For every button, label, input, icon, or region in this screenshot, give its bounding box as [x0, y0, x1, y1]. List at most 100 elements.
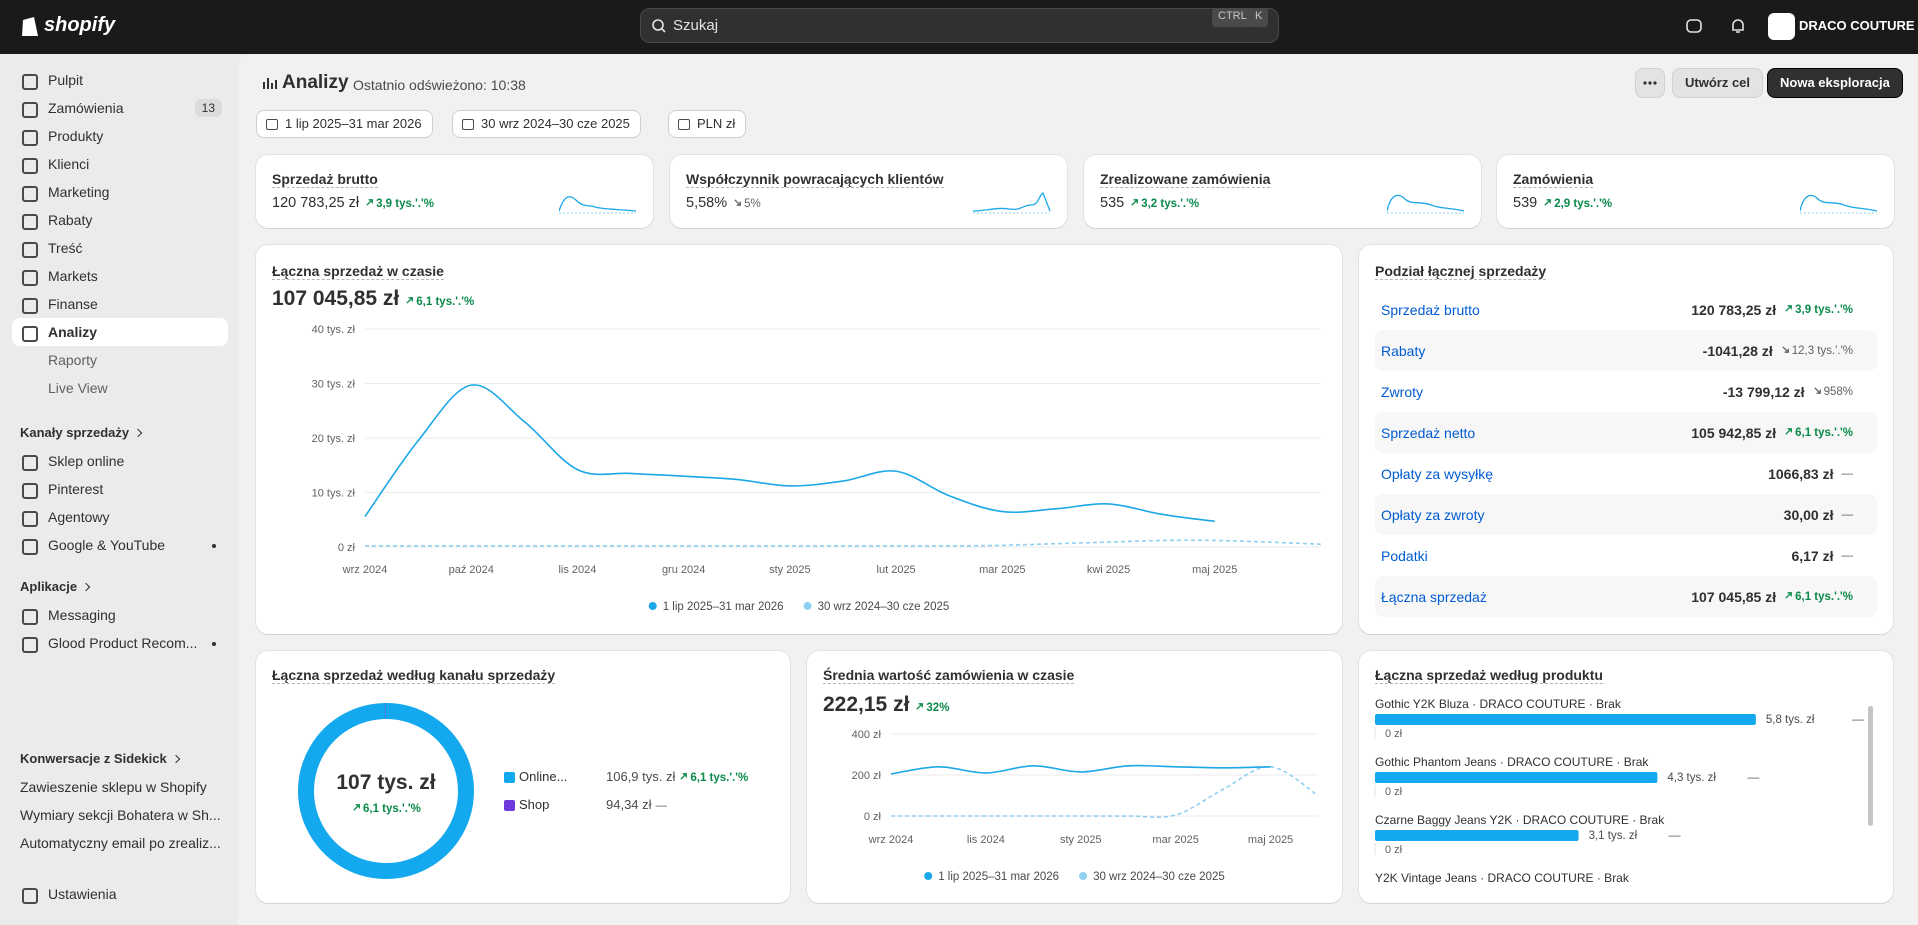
nav-item[interactable]: Markets [12, 262, 228, 290]
breakdown-label[interactable]: Opłaty za zwroty [1381, 506, 1485, 523]
chart-title: Łączna sprzedaż w czasie [272, 263, 444, 280]
donut-segment [298, 703, 474, 879]
nav-item[interactable]: Zamówienia 13 [12, 94, 228, 122]
legend-marker [1079, 872, 1088, 880]
legend-value-row: 94,34 zł — [606, 797, 667, 812]
channel-item[interactable]: Agentowy [12, 503, 228, 531]
breakdown-label[interactable]: Sprzedaż netto [1381, 424, 1476, 441]
arrow-path [1785, 591, 1792, 599]
channel-item[interactable]: Pinterest [12, 475, 228, 503]
sparkline [1800, 194, 1878, 214]
arrow-path [1782, 345, 1789, 353]
channel-item[interactable]: Sklep online [12, 447, 228, 475]
bar [1375, 772, 1658, 783]
breakdown-row: Opłaty za wysyłkę 1066,83 zł — [1375, 453, 1877, 494]
x-tick-label: maj 2025 [1192, 564, 1237, 576]
nav-item[interactable]: Klienci [12, 150, 228, 178]
channel-item[interactable]: Google & YouTube [12, 531, 228, 559]
x-tick-label: sty 2025 [769, 564, 811, 576]
change-text: — [1841, 467, 1854, 480]
more-button[interactable] [1635, 68, 1665, 98]
sub-item[interactable]: Live View [48, 380, 108, 396]
change: 3,9 tys.'.'% [1784, 304, 1853, 316]
nav-item[interactable]: Treść [12, 234, 228, 262]
sidekick-item[interactable]: Wymiary sekcji Bohatera w Sh... [20, 807, 221, 823]
analytics-icon [263, 78, 277, 89]
nav-item[interactable]: Produkty [12, 122, 228, 150]
create-goal-button[interactable]: Utwórz cel [1672, 68, 1764, 98]
chart: 0 zł 10 tys. zł 20 tys. zł 30 tys. zł 40 tys… [312, 324, 1322, 613]
chart-total: 222,15 zł [823, 693, 910, 716]
chart-total: 107 045,85 zł [272, 287, 400, 310]
channel-chart-card: Łączna sprzedaż według kanału sprzedaży 1… [256, 651, 790, 903]
sidekick-icon[interactable] [1685, 17, 1703, 35]
change: — [1669, 828, 1681, 842]
x-tick-label: mar 2025 [979, 564, 1025, 576]
change-text: 32% [926, 702, 950, 714]
chart-total-row: 222,15 zł 32% [823, 693, 949, 717]
breakdown-row: Sprzedaż brutto 120 783,25 zł 3,9 tys.'.'% [1375, 289, 1877, 330]
store-avatar[interactable] [1768, 13, 1795, 40]
app-item[interactable]: Glood Product Recom... [12, 629, 228, 657]
sidekick-item[interactable]: Automatyczny email po zrealiz... [20, 835, 221, 851]
change-text: 6,1 tys.'.'% [416, 296, 475, 308]
nav-item[interactable]: Rabaty [12, 206, 228, 234]
nav-item[interactable]: Marketing [12, 178, 228, 206]
breakdown-value: -13 799,12 zł [1722, 383, 1805, 400]
breakdown-row: Sprzedaż netto 105 942,85 zł 6,1 tys.'.'% [1375, 412, 1877, 453]
arrow-path [1785, 427, 1792, 435]
breakdown-label[interactable]: Łączna sprzedaż [1381, 588, 1487, 605]
trend-arrow [1813, 386, 1821, 394]
kpi-value: 5,58% [686, 195, 728, 211]
x-tick-label: lut 2025 [877, 564, 916, 576]
breakdown-label[interactable]: Rabaty [1381, 342, 1426, 359]
kpi-row: 539 2,9 tys.'.'% [1513, 195, 1612, 211]
search[interactable]: Szukaj [640, 8, 1279, 43]
chart-title: Średnia wartość zamówienia w czasie [823, 667, 1075, 684]
compare-filter[interactable]: 30 wrz 2024–30 cze 2025 [452, 110, 641, 138]
trend-arrow [734, 199, 741, 206]
sub-item[interactable]: Raporty [48, 352, 98, 368]
change: 3,2 tys.'.'% [1130, 198, 1199, 210]
breakdown-value: 107 045,85 zł [1691, 588, 1777, 605]
change-text: — [1841, 549, 1854, 562]
nav-item[interactable]: Analizy [12, 318, 228, 346]
x-tick-label: maj 2025 [1248, 834, 1293, 846]
change: — [656, 800, 668, 812]
bar-label: 4,3 tys. zł [1667, 772, 1716, 784]
store-name[interactable]: DRACO COUTURE [1799, 18, 1915, 33]
legend-label: 30 wrz 2024–30 cze 2025 [1093, 871, 1225, 883]
nav-item[interactable]: Pulpit [12, 66, 228, 94]
change-text: — [655, 800, 668, 812]
change: 12,3 tys.'.'% [1781, 345, 1853, 357]
breakdown-label[interactable]: Opłaty za wysyłkę [1381, 465, 1494, 482]
y-tick-label: 30 tys. zł [312, 379, 356, 391]
legend-value-row: 106,9 tys. zł 6,1 tys.'.'% [606, 769, 748, 784]
new-exploration-button[interactable]: Nowa eksploracja [1767, 68, 1903, 98]
bars: 5,8 tys. zł — 0 zł 4,3 tys. zł — 0 zł 3,1 tys.… [1374, 706, 1873, 856]
kpi-row: 535 3,2 tys.'.'% [1100, 195, 1199, 211]
breakdown-label[interactable]: Podatki [1381, 547, 1428, 564]
breakdown-label[interactable]: Sprzedaż brutto [1381, 301, 1480, 318]
nav-item[interactable]: Finanse [12, 290, 228, 318]
search-placeholder: Szukaj [673, 17, 719, 34]
legend-marker [924, 872, 933, 880]
app-item[interactable]: Messaging [12, 601, 228, 629]
change-text: 6,1 tys.'.'% [1795, 426, 1853, 439]
series-line [364, 539, 1322, 547]
settings[interactable]: Ustawienia [12, 880, 228, 908]
section-text: Aplikacje [20, 579, 78, 594]
more-icon [1643, 81, 1657, 85]
breakdown-value: -1041,28 zł [1702, 342, 1773, 359]
sidekick-item[interactable]: Zawieszenie sklepu w Shopify [20, 779, 207, 795]
product-name: Y2K Vintage Jeans · DRACO COUTURE · Brak [1375, 871, 1629, 885]
search-icon [652, 19, 666, 33]
date-filter[interactable]: 1 lip 2025–31 mar 2026 [256, 110, 433, 138]
currency-filter[interactable]: PLN zł [668, 110, 747, 138]
breakdown-label[interactable]: Zwroty [1381, 383, 1423, 400]
change: — [1842, 509, 1854, 521]
y-tick-label: 200 zł [852, 770, 882, 782]
notifications-icon[interactable] [1729, 17, 1747, 35]
section-text: Konwersacje z Sidekick [20, 751, 167, 766]
